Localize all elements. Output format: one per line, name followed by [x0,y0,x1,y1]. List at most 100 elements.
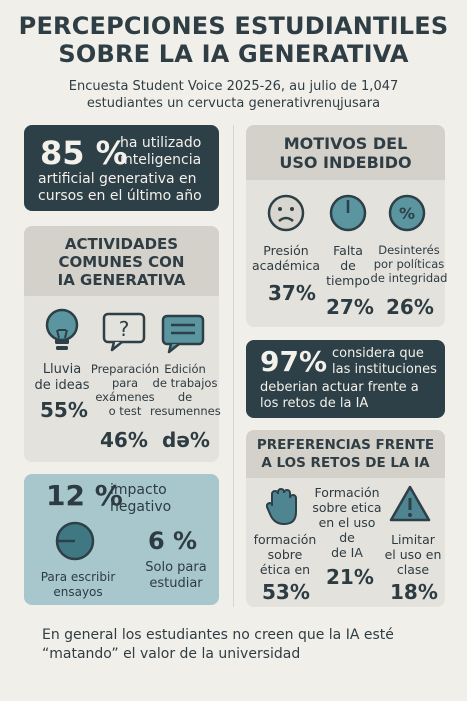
page-subtitle: Encuesta Student Voice 2025-26, au julio… [20,78,447,112]
impact-percent: 12 % [46,479,123,512]
impact-label-line-2: negativo [110,499,172,515]
preference-label-ai-use: Formación sobre etica en el uso de de IA [310,485,384,560]
preference-label-line: Formación [314,485,380,500]
activities-heading-line-1: ACTIVIDADES [64,235,179,253]
preferences-heading: PREFERENCIAS FRENTE A LOS RETOS DE LA IA [246,430,445,478]
warning-icon [388,484,432,524]
activity-label-line: Edición [164,362,206,376]
activity-label-line: de [177,390,193,404]
misuse-label-line: de integridad [370,271,448,285]
preference-label-line: sobre [267,547,303,562]
misuse-label-line: Desinterés [378,243,440,257]
misuse-heading-line-2: USO INDEBIDO [279,153,412,172]
usage-card: 85 % ha utilizado inteligencia artificia… [24,125,219,211]
preferences-heading-line-2: A LOS RETOS DE LA IA [261,455,430,471]
misuse-label-line: académica [252,258,320,273]
usage-text-line-1: ha utilizado [120,135,202,151]
action-text-line-3: deberian actuar frente a [260,380,419,395]
page-title-line-2: SOBRE LA IA GENERATIVA [58,40,409,68]
impact-right-caption: Solo para estudiar [136,560,216,592]
activity-label-line: Preparación [90,362,160,376]
misuse-card: MOTIVOS DEL USO INDEBIDO % Presión acadé… [246,125,448,327]
activity-label-line: exámenes [95,390,155,404]
impact-card: 12 % impacto negativo Para escribir ensa… [24,474,219,605]
action-percent: 97% [260,345,328,378]
percent-icon: % [387,193,427,233]
impact-right-caption-line: estudiar [149,576,203,591]
misuse-label-line: de [340,258,356,273]
preferences-card: PREFERENCIAS FRENTE A LOS RETOS DE LA IA… [246,430,445,607]
sad-face-icon [266,193,306,233]
activity-value-brainstorm: 55% [40,398,88,422]
page-title: PERCEPCIONES ESTUDIANTILES SOBRE LA IA G… [0,12,467,68]
preference-value-ethics: 53% [262,580,310,604]
misuse-label-time: Falta de tiempo [320,243,376,288]
subtitle-line-1: Encuesta Student Voice 2025-26, au julio… [68,79,399,94]
activity-value-exam-prep: 46% [100,428,148,452]
activity-label-line: de ideas [34,378,90,393]
misuse-label-policy: Desinterés por políticas de integridad [370,243,448,285]
hand-icon [266,484,300,526]
misuse-label-pressure: Presión académica [252,243,320,273]
activity-label-exam-prep: Preparación para exámenes o test [90,362,160,418]
usage-percent: 85 % [40,134,128,172]
page-title-line-1: PERCEPCIONES ESTUDIANTILES [18,12,449,40]
preference-label-line: ética en [259,562,311,577]
action-text-line-2: las instituciones [332,362,437,377]
preference-label-line: clase [396,562,430,577]
activities-heading-line-2: COMUNES CON [58,253,185,271]
misuse-label-line: tiempo [326,273,370,288]
action-text-line-1: considera que [332,346,424,361]
misuse-value-pressure: 37% [268,281,316,305]
action-text-line-4: los retos de la IA [260,396,369,411]
preference-value-limit: 18% [390,580,438,604]
impact-right-value: 6 % [148,527,198,555]
footer-line-1: En general los estudiantes no creen que … [42,627,394,643]
activity-label-line: de trabajos [152,376,218,390]
misuse-heading: MOTIVOS DEL USO INDEBIDO [246,125,445,180]
text-bubble-icon [161,314,205,354]
usage-text-line-4: cursos en el último año [38,188,202,204]
impact-right-caption-line: Solo para [145,560,207,575]
impact-left-caption-line: Para escribir [40,570,116,584]
preference-label-line: formación [253,532,317,547]
misuse-label-line: Presión [263,243,309,258]
lightbulb-icon [44,308,80,354]
preference-label-line: el uso en [384,547,442,562]
preference-value-ai-use: 21% [326,565,374,589]
activity-label-line: Lluvia [42,362,82,377]
impact-label-line-1: impacto [110,482,167,498]
misuse-value-time: 27% [326,295,374,319]
footer-note: En general los estudiantes no creen que … [42,626,442,664]
usage-text-line-2: inteligencia [120,152,202,168]
preference-label-limit: Limitar el uso en clase [380,532,446,577]
activity-label-editing: Edición de trabajos de resumennes [150,362,221,418]
misuse-value-policy: 26% [386,295,434,319]
activity-label-line: resumennes [150,404,221,418]
activities-card: ACTIVIDADES COMUNES CON IA GENERATIVA ? … [24,226,221,462]
footer-line-2: “matando” el valor de la universidad [42,646,301,662]
action-card: 97% considera que las instituciones debe… [246,340,445,418]
preferences-heading-line-1: PREFERENCIAS FRENTE [256,437,435,453]
impact-left-caption: Para escribir ensayos [28,570,128,600]
usage-text-line-3: artificial generativa en [38,171,197,187]
activity-label-brainstorm: Lluvia de ideas [30,362,94,394]
column-divider [233,125,234,607]
misuse-label-line: Falta [333,243,363,258]
preference-label-line: sobre etica [312,500,382,515]
impact-left-caption-line: ensayos [53,585,103,599]
pie-icon [54,520,96,562]
preference-label-ethics: formación sobre ética en [250,532,320,577]
question-bubble-icon: ? [102,312,146,352]
subtitle-line-2: estudiantes un cervucta generativrenųjus… [86,96,381,111]
preference-label-line: Limitar [391,532,435,547]
preference-label-line: en el uso de [318,515,376,545]
activities-heading: ACTIVIDADES COMUNES CON IA GENERATIVA [24,226,219,296]
activities-heading-line-3: IA GENERATIVA [57,271,186,289]
svg-text:?: ? [119,317,130,341]
activity-value-editing: də% [162,428,210,452]
svg-text:%: % [399,204,415,223]
misuse-label-line: por políticas [373,257,445,271]
preference-label-line: de IA [331,545,363,560]
activity-label-line: para [111,376,139,390]
